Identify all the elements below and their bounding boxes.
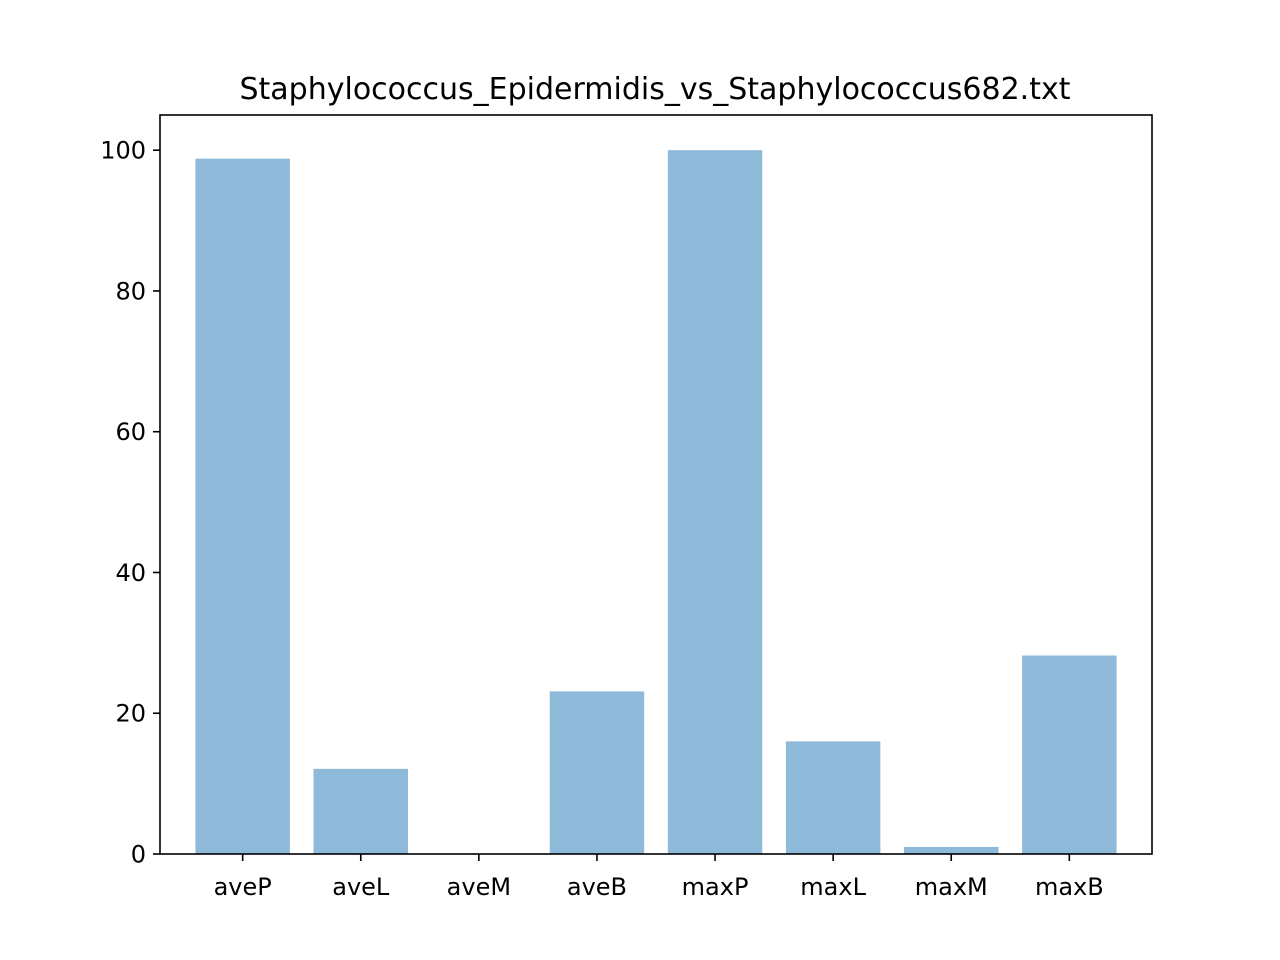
- bar-maxP: [667, 150, 763, 854]
- chart-title: Staphylococcus_Epidermidis_vs_Staphyloco…: [239, 72, 1070, 107]
- bar-aveP: [195, 158, 290, 855]
- bars-layer: [195, 150, 1117, 855]
- y-tick-label: 60: [115, 418, 146, 446]
- plot-frame: [159, 114, 1153, 855]
- x-tick-label: maxP: [682, 873, 749, 901]
- bar-aveB: [549, 691, 645, 854]
- y-tick-label: 80: [115, 277, 146, 305]
- x-tick-label: aveP: [214, 873, 272, 901]
- y-axis: 0 20 40 60 80 100: [100, 137, 160, 869]
- bar-aveL: [313, 768, 408, 854]
- x-tick-label: aveM: [447, 873, 511, 901]
- y-tick-label: 100: [100, 137, 146, 165]
- bar-maxL: [785, 741, 881, 854]
- x-tick-label: maxL: [800, 873, 866, 901]
- x-axis: aveP aveL aveM aveB maxP maxL maxM maxB: [214, 854, 1104, 901]
- x-tick-label: aveB: [567, 873, 627, 901]
- x-tick-label: maxM: [915, 873, 988, 901]
- x-tick-label: maxB: [1035, 873, 1104, 901]
- bar-maxM: [904, 846, 999, 854]
- y-tick-label: 0: [131, 841, 146, 869]
- bar-maxB: [1022, 655, 1117, 854]
- y-tick-label: 20: [115, 700, 146, 728]
- x-tick-label: aveL: [332, 873, 390, 901]
- y-tick-label: 40: [115, 559, 146, 587]
